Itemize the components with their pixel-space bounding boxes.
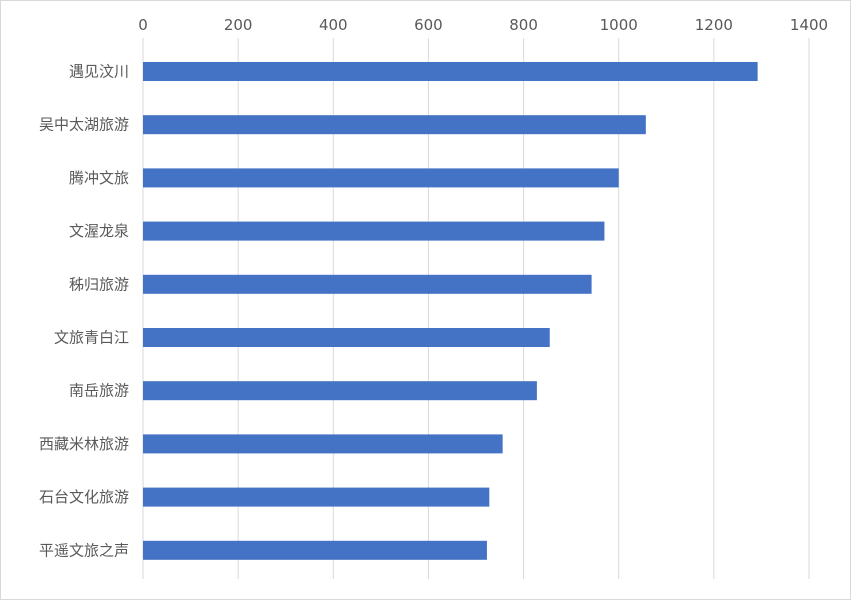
x-tick-label: 1400 bbox=[790, 16, 828, 34]
x-tick-label: 200 bbox=[224, 16, 253, 34]
category-label: 文旅青白江 bbox=[54, 329, 129, 347]
x-tick-label: 600 bbox=[414, 16, 443, 34]
x-tick-label: 1200 bbox=[695, 16, 733, 34]
x-tick-label: 1000 bbox=[600, 16, 638, 34]
bar bbox=[143, 328, 550, 347]
bar bbox=[143, 115, 646, 135]
category-label: 秭归旅游 bbox=[69, 275, 129, 293]
category-label: 南岳旅游 bbox=[69, 382, 129, 400]
category-label: 石台文化旅游 bbox=[39, 488, 129, 506]
bars bbox=[143, 62, 758, 560]
category-label: 吴中太湖旅游 bbox=[39, 116, 129, 134]
x-axis-ticks: 0 200 400 600 800 1000 1200 1400 bbox=[138, 16, 828, 34]
x-tick-label: 400 bbox=[319, 16, 348, 34]
bar bbox=[143, 221, 605, 241]
category-labels: 遇见汶川吴中太湖旅游腾冲文旅文渥龙泉秭归旅游文旅青白江南岳旅游西藏米林旅游石台文… bbox=[39, 63, 129, 560]
category-label: 平遥文旅之声 bbox=[39, 541, 129, 559]
bar bbox=[143, 168, 619, 188]
bar bbox=[143, 62, 758, 81]
category-label: 腾冲文旅 bbox=[69, 169, 129, 187]
category-label: 文渥龙泉 bbox=[69, 222, 129, 240]
bar bbox=[143, 274, 592, 294]
bar bbox=[143, 540, 487, 560]
bar bbox=[143, 434, 503, 454]
x-tick-label: 0 bbox=[138, 16, 148, 34]
category-label: 西藏米林旅游 bbox=[39, 435, 129, 453]
bar bbox=[143, 381, 537, 401]
bar bbox=[143, 487, 490, 507]
x-tick-label: 800 bbox=[509, 16, 538, 34]
category-label: 遇见汶川 bbox=[69, 63, 129, 81]
